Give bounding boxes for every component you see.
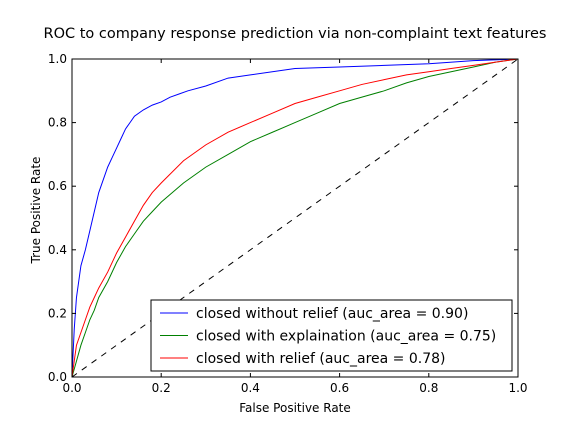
axes: 0.0 0.2 0.4 0.6 0.8 1.0 0.0 0.2 0.4 0.6 0.8 1.0 xyxy=(48,52,528,395)
plot-area xyxy=(71,58,519,378)
x-tick-label: 0.0 xyxy=(62,381,81,395)
x-tick-label: 0.6 xyxy=(330,381,349,395)
x-axis-label: False Positive Rate xyxy=(239,401,351,415)
plot-frame xyxy=(71,58,519,378)
legend-label-3: closed with relief (auc_area = 0.78) xyxy=(196,351,445,367)
x-tick-label: 0.2 xyxy=(152,381,171,395)
y-tick-label: 0.2 xyxy=(48,306,67,320)
chance-diagonal-line xyxy=(71,58,519,378)
y-tick-label: 0.6 xyxy=(48,179,67,193)
series-line-3 xyxy=(71,58,519,378)
y-tick-label: 0.4 xyxy=(48,243,67,257)
series-line-2 xyxy=(71,58,519,378)
legend-box xyxy=(150,299,513,372)
x-tick-label: 0.4 xyxy=(241,381,260,395)
x-tick-label: 0.8 xyxy=(419,381,438,395)
y-tick-label: 0.0 xyxy=(48,370,67,384)
legend-label-1: closed without relief (auc_area = 0.90) xyxy=(196,306,468,322)
y-tick-label: 0.8 xyxy=(48,116,67,130)
x-tick-label: 1.0 xyxy=(508,381,527,395)
series-line-1 xyxy=(71,58,519,378)
chart-title: ROC to company response prediction via n… xyxy=(44,26,547,42)
legend: closed without relief (auc_area = 0.90) c… xyxy=(150,299,513,372)
y-axis-label: True Positive Rate xyxy=(29,157,43,265)
legend-label-2: closed with explaination (auc_area = 0.7… xyxy=(196,329,496,345)
y-tick-label: 1.0 xyxy=(48,52,67,66)
